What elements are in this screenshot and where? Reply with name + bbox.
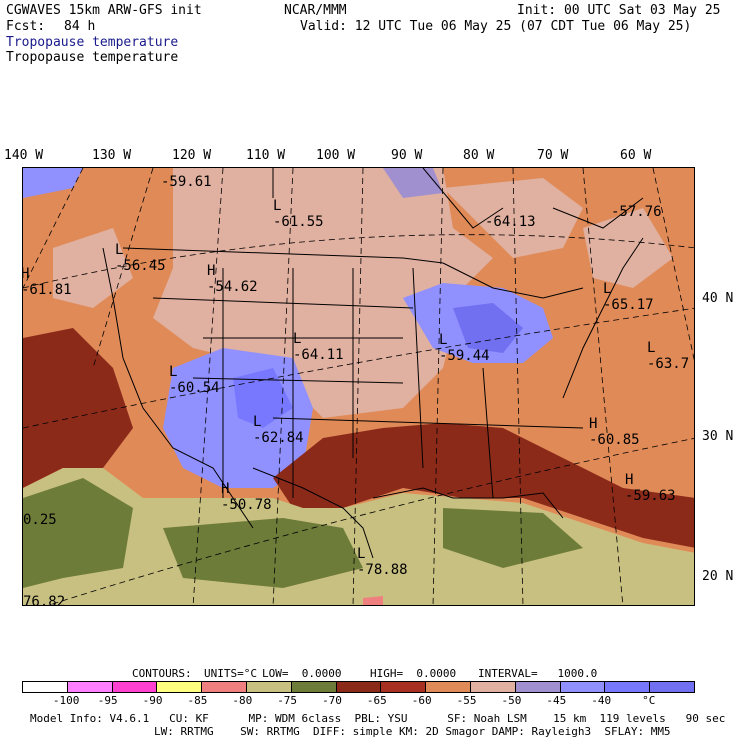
colorbar (22, 681, 695, 693)
colorbar-swatch (246, 682, 292, 692)
contours-label: CONTOURS: (132, 667, 192, 680)
colorbar-tick: -95 (97, 694, 118, 707)
colorbar-tick: -70 (322, 694, 342, 707)
contour-label: H -50.78 (221, 481, 272, 513)
contour-label: -57.76 (611, 204, 662, 220)
colorbar-swatch (381, 682, 427, 692)
model-info: Model Info: V4.6.1 CU: KF MP: WDM 6class… (30, 712, 726, 725)
contour-label: L -63.7 (647, 340, 690, 372)
contour-label: -59.61 (161, 174, 212, 190)
contour-label: L -62.84 (253, 414, 304, 446)
colorbar-swatch (336, 682, 382, 692)
contours-interval: INTERVAL= 1000.0 (478, 667, 598, 680)
lon-label: 100 W (316, 148, 356, 163)
colorbar-swatch (67, 682, 113, 692)
colorbar-swatch (605, 682, 651, 692)
colorbar-tick: -80 (232, 694, 253, 707)
contour-label: H -59.63 (625, 472, 676, 504)
lat-label: 30 N (702, 429, 734, 444)
contour-label: L -64.11 (293, 331, 344, 363)
colorbar-tick: -90 (142, 694, 163, 707)
colorbar-tick: -65 (366, 694, 387, 707)
lon-label: 110 W (246, 148, 286, 163)
lat-label: 40 N (702, 291, 734, 306)
colorbar-swatch (426, 682, 471, 692)
colorbar-tick: -45 (546, 694, 567, 707)
lon-label: 60 W (620, 148, 652, 163)
contours-high: HIGH= 0.0000 (370, 667, 457, 680)
colorbar-tick: -60 (411, 694, 432, 707)
organization: NCAR/MMM (284, 3, 347, 18)
colorbar-tick: -50 (501, 694, 522, 707)
lon-label: 70 W (537, 148, 569, 163)
contours-low: LOW= 0.0000 (262, 667, 342, 680)
colorbar-swatch (650, 682, 694, 692)
contour-label: L -65.17 (603, 281, 654, 313)
colorbar-tick: °C (642, 694, 656, 707)
forecast-hour: 84 h (64, 19, 96, 34)
contours-units: UNITS=°C (204, 667, 257, 680)
contour-label: L -78.88 (357, 546, 408, 578)
colorbar-swatch (157, 682, 203, 692)
contour-label: L -60.54 (169, 364, 220, 396)
field-title: Tropopause temperature (6, 50, 179, 65)
lon-label: 130 W (92, 148, 132, 163)
colorbar-tick: -75 (277, 694, 298, 707)
colorbar-swatch (23, 682, 68, 692)
lon-label: 80 W (463, 148, 495, 163)
temperature-field (23, 168, 694, 605)
valid-time: Valid: 12 UTC Tue 06 May 25 (07 CDT Tue … (300, 19, 692, 34)
colorbar-swatch (515, 682, 561, 692)
field-title-colored: Tropopause temperature (6, 35, 179, 50)
colorbar-swatch (202, 682, 247, 692)
contour-label: L -59.44 (439, 332, 490, 364)
contour-label: L -56.45 (115, 242, 166, 274)
init-time: Init: 00 UTC Sat 03 May 25 (517, 3, 721, 18)
lon-label: 120 W (172, 148, 212, 163)
contour-label: H -60.85 (589, 416, 640, 448)
contour-label: -64.13 (485, 214, 536, 230)
lon-label: 90 W (391, 148, 423, 163)
contour-label: 0.25 (23, 512, 57, 528)
forecast-label: Fcst: (6, 19, 46, 34)
colorbar-tick: -85 (187, 694, 208, 707)
contour-label: L -61.55 (273, 198, 324, 230)
colorbar-swatch (560, 682, 606, 692)
colorbar-tick: -55 (456, 694, 477, 707)
contour-label: 76.82 (23, 594, 66, 606)
lon-label: 140 W (4, 148, 44, 163)
map-panel: -59.61 L -61.55 -64.13 -57.76 L -56.45 H… (22, 167, 695, 606)
colorbar-swatch (291, 682, 337, 692)
colorbar-tick: -40 (591, 694, 612, 707)
colorbar-swatch (470, 682, 516, 692)
colorbar-swatch (112, 682, 158, 692)
contour-label: H -54.62 (207, 263, 258, 295)
model-title: CGWAVES 15km ARW-GFS init (6, 3, 202, 18)
physics-info: LW: RRTMG SW: RRTMG DIFF: simple KM: 2D … (154, 725, 671, 738)
contour-label: H -61.81 (22, 266, 72, 298)
lat-label: 20 N (702, 569, 734, 584)
colorbar-tick: -100 (52, 694, 80, 707)
